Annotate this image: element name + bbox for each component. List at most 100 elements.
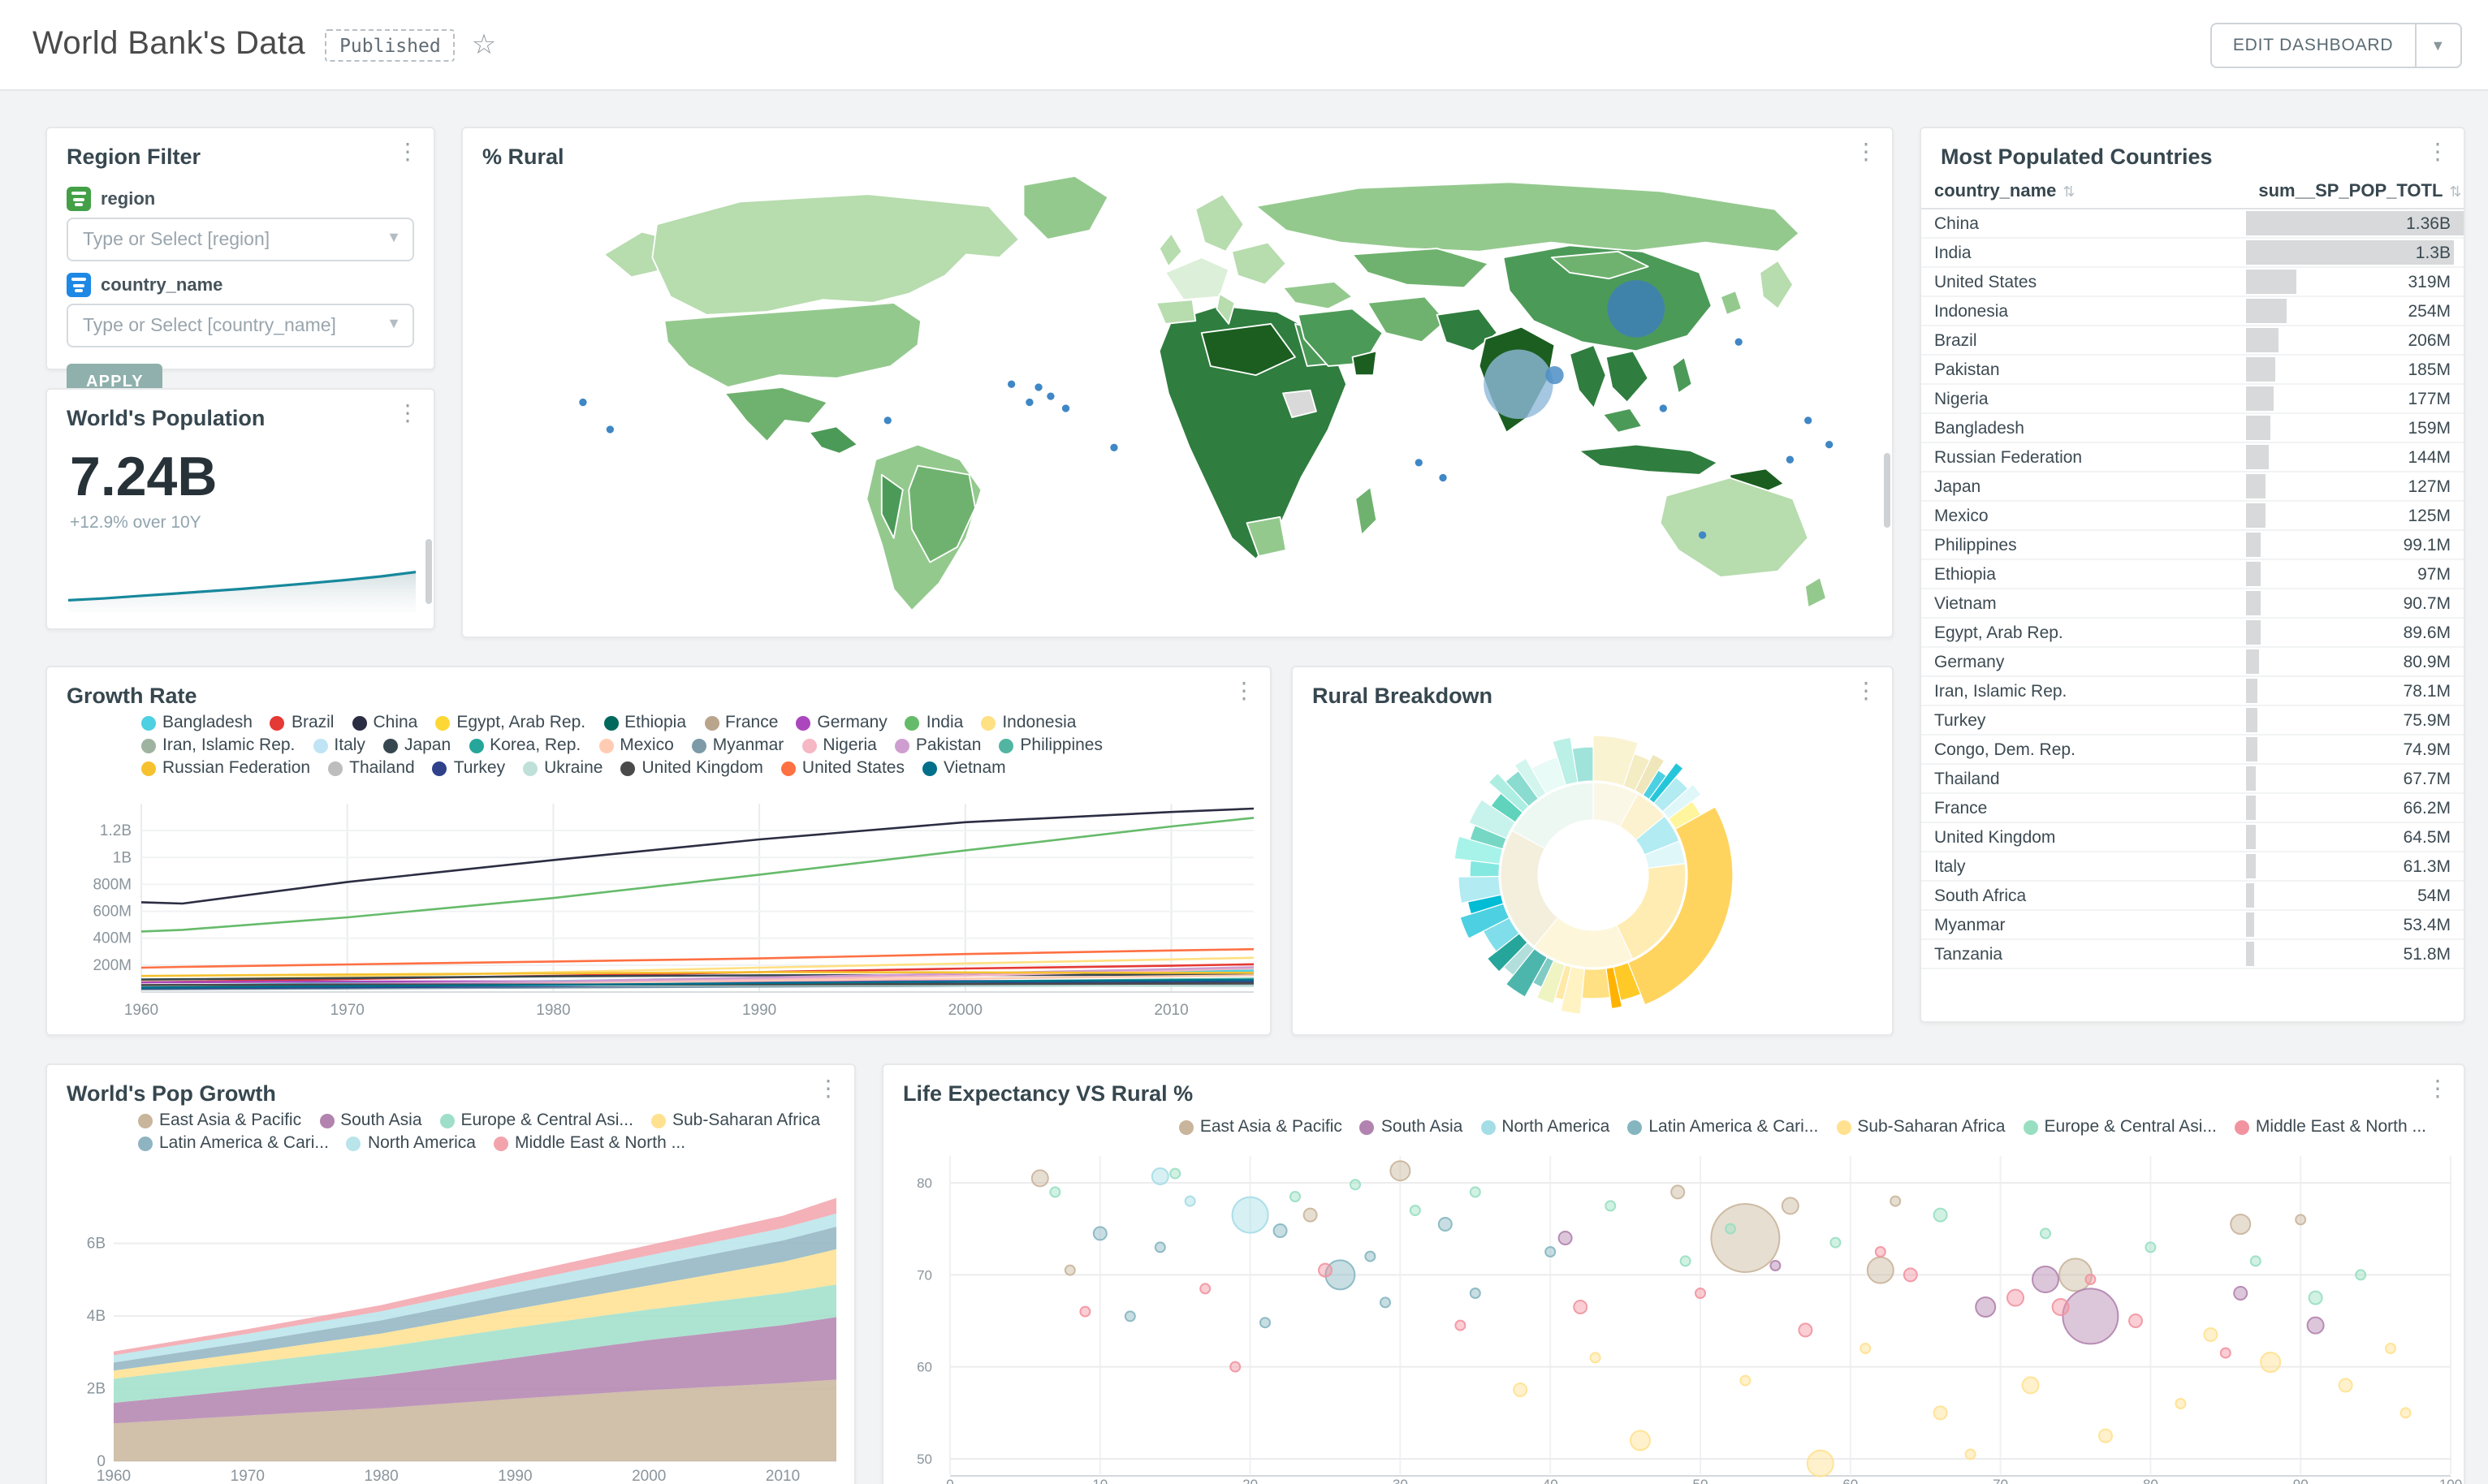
legend-item[interactable]: South Asia (319, 1111, 422, 1130)
population-cell: 144M (2245, 442, 2464, 472)
legend-item[interactable]: Brazil (270, 713, 334, 732)
life-expectancy-canvas[interactable]: 0 10 20 30 40 50 60 70 80 90 100 50 60 70 80 (883, 1065, 2467, 1484)
legend-item[interactable]: Latin America & Cari... (1627, 1117, 1818, 1137)
world-map-canvas[interactable] (463, 164, 1892, 632)
column-header-country[interactable]: country_name ⇅ (1921, 175, 2246, 209)
legend-item[interactable]: Iran, Islamic Rep. (141, 736, 295, 755)
table-row: Congo, Dem. Rep. 74.9M (1921, 735, 2464, 765)
svg-text:1980: 1980 (536, 1002, 570, 1019)
population-sparkline[interactable] (68, 557, 416, 615)
table-row: Pakistan 185M (1921, 355, 2464, 385)
table-row: Russian Federation 144M (1921, 442, 2464, 472)
legend-item[interactable]: Vietnam (922, 758, 1006, 778)
legend-item[interactable]: Myanmar (691, 736, 784, 755)
country-select-input[interactable] (67, 304, 414, 347)
legend-item[interactable]: Sub-Saharan Africa (1836, 1117, 2005, 1137)
legend-item[interactable]: Middle East & North ... (2234, 1117, 2426, 1137)
legend-item[interactable]: East Asia & Pacific (1178, 1117, 1342, 1137)
pop-growth-legend: East Asia & Pacific South Asia Europe & Ce… (47, 1107, 854, 1156)
country-cell: United States (1921, 267, 2246, 297)
header-caret-button[interactable]: ▼ (2416, 22, 2462, 67)
legend-item[interactable]: Egypt, Arab Rep. (435, 713, 585, 732)
kebab-menu-icon[interactable]: ⋮ (2426, 1075, 2449, 1101)
country-cell: Bangladesh (1921, 413, 2246, 443)
legend-item[interactable]: Pakistan (894, 736, 981, 755)
svg-text:60: 60 (1842, 1477, 1858, 1484)
legend-item[interactable]: Sub-Saharan Africa (650, 1111, 820, 1130)
legend-item[interactable]: Japan (382, 736, 451, 755)
legend-item[interactable]: Korea, Rep. (469, 736, 581, 755)
legend-item[interactable]: United Kingdom (620, 758, 763, 778)
legend-item[interactable]: Mexico (598, 736, 674, 755)
scrollbar-thumb[interactable] (1884, 453, 1890, 528)
legend-item[interactable]: Philippines (999, 736, 1103, 755)
legend-item[interactable]: Latin America & Cari... (138, 1133, 329, 1153)
legend-item[interactable]: Indonesia (981, 713, 1076, 732)
rural-breakdown-canvas[interactable] (1293, 706, 1895, 1031)
svg-text:80: 80 (917, 1176, 932, 1191)
population-cell: 97M (2245, 559, 2464, 589)
card-title: Growth Rate (67, 684, 197, 708)
legend-item[interactable]: India (905, 713, 963, 732)
favorite-star-icon[interactable]: ☆ (471, 29, 497, 60)
legend-item[interactable]: Ukraine (523, 758, 603, 778)
svg-text:6B: 6B (87, 1236, 106, 1253)
legend-item[interactable]: Thailand (328, 758, 415, 778)
svg-text:1970: 1970 (330, 1002, 365, 1019)
kebab-menu-icon[interactable]: ⋮ (396, 138, 419, 164)
svg-text:80: 80 (2143, 1477, 2158, 1484)
legend-item[interactable]: United States (780, 758, 905, 778)
card-title: World's Pop Growth (67, 1081, 276, 1106)
legend-item[interactable]: North America (1480, 1117, 1609, 1137)
region-select-input[interactable] (67, 218, 414, 261)
legend-item[interactable]: Europe & Central Asi... (439, 1111, 633, 1130)
filter-icon (67, 187, 91, 211)
legend-item[interactable]: East Asia & Pacific (138, 1111, 301, 1130)
kebab-menu-icon[interactable]: ⋮ (1233, 677, 1255, 703)
country-cell: Pakistan (1921, 355, 2246, 385)
pop-growth-canvas[interactable]: 0 2B 4B 6B 1960 1970 1980 1990 2000 2010 (58, 1163, 846, 1484)
region-select[interactable]: ▼ (67, 218, 414, 261)
table-row: Indonesia 254M (1921, 296, 2464, 326)
legend-item[interactable]: South Asia (1359, 1117, 1462, 1137)
population-cell: 66.2M (2245, 793, 2464, 823)
legend-item[interactable]: Europe & Central Asi... (2023, 1117, 2217, 1137)
country-cell: Russian Federation (1921, 442, 2246, 472)
country-cell: Tanzania (1921, 939, 2246, 969)
chevron-down-icon: ▼ (387, 229, 401, 245)
legend-item[interactable]: Nigeria (801, 736, 877, 755)
top-countries-tbody: China 1.36B India 1.3B United States 319M Indo… (1921, 209, 2464, 969)
kebab-menu-icon[interactable]: ⋮ (1855, 138, 1877, 164)
table-row: Ethiopia 97M (1921, 559, 2464, 589)
kebab-menu-icon[interactable]: ⋮ (396, 399, 419, 425)
population-cell: 177M (2245, 384, 2464, 414)
kebab-menu-icon[interactable]: ⋮ (2426, 138, 2449, 164)
column-header-population[interactable]: sum__SP_POP_TOTL ⇅ (2245, 175, 2464, 209)
scrollbar-thumb[interactable] (425, 539, 432, 604)
population-cell: 89.6M (2245, 618, 2464, 648)
legend-item[interactable]: Bangladesh (141, 713, 253, 732)
legend-item[interactable]: Middle East & North ... (494, 1133, 685, 1153)
legend-item[interactable]: North America (346, 1133, 476, 1153)
legend-item[interactable]: Germany (796, 713, 888, 732)
edit-dashboard-button[interactable]: EDIT DASHBOARD (2209, 22, 2417, 67)
svg-text:90: 90 (2293, 1477, 2309, 1484)
population-delta: +12.9% over 10Y (70, 513, 201, 533)
legend-item[interactable]: Turkey (432, 758, 505, 778)
growth-chart-canvas[interactable]: 1960 1970 1980 1990 2000 2010 200M 400M 600M 800M… (60, 794, 1260, 1034)
legend-item[interactable]: China (352, 713, 417, 732)
published-badge: Published (325, 28, 456, 61)
life-expectancy-legend: East Asia & Pacific South Asia North Ameri… (1178, 1114, 2444, 1140)
card-title: World's Population (67, 406, 266, 430)
legend-item[interactable]: Italy (313, 736, 365, 755)
svg-text:1990: 1990 (498, 1468, 532, 1484)
population-card: World's Population ⋮ 7.24B +12.9% over 1… (45, 388, 435, 630)
country-cell: China (1921, 209, 2246, 239)
kebab-menu-icon[interactable]: ⋮ (1855, 677, 1877, 703)
legend-item[interactable]: France (704, 713, 778, 732)
pop-growth-card: World's Pop Growth ⋮ East Asia & Pacific… (45, 1063, 856, 1484)
country-select[interactable]: ▼ (67, 304, 414, 347)
legend-item[interactable]: Russian Federation (141, 758, 310, 778)
legend-item[interactable]: Ethiopia (603, 713, 686, 732)
kebab-menu-icon[interactable]: ⋮ (817, 1075, 840, 1101)
